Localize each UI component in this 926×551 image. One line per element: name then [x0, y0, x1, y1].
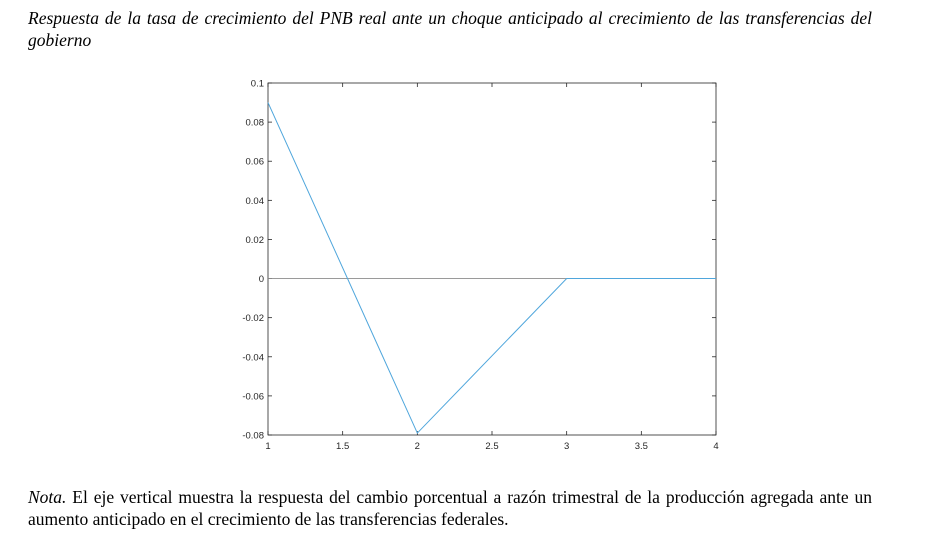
y-tick-label: 0.08	[246, 118, 265, 129]
y-tick-label: -0.02	[242, 313, 264, 324]
x-tick-label: 3.5	[635, 441, 648, 452]
x-tick-label: 1.5	[336, 441, 349, 452]
y-tick-label: -0.04	[242, 352, 264, 363]
series-line	[267, 102, 716, 434]
y-tick-label: 0.1	[251, 79, 264, 90]
y-tick-label: -0.08	[242, 431, 264, 442]
figure-note: Nota. El eje vertical muestra la respues…	[28, 486, 872, 530]
x-tick-label: 4	[713, 441, 718, 452]
x-tick-label: 2	[415, 441, 420, 452]
note-label: Nota.	[28, 487, 67, 507]
plot-frame	[267, 82, 717, 436]
y-tick-label: 0.04	[246, 196, 265, 207]
y-tick-label: 0.02	[246, 235, 265, 246]
x-tick-label: 1	[265, 441, 270, 452]
y-tick-label: 0.06	[246, 157, 265, 168]
y-tick-label: 0	[259, 274, 264, 285]
note-text: El eje vertical muestra la respuesta del…	[28, 487, 872, 529]
x-tick-label: 2.5	[485, 441, 498, 452]
y-tick-label: -0.06	[242, 391, 264, 402]
figure-title: Respuesta de la tasa de crecimiento del …	[28, 8, 872, 50]
x-tick-label: 3	[564, 441, 569, 452]
